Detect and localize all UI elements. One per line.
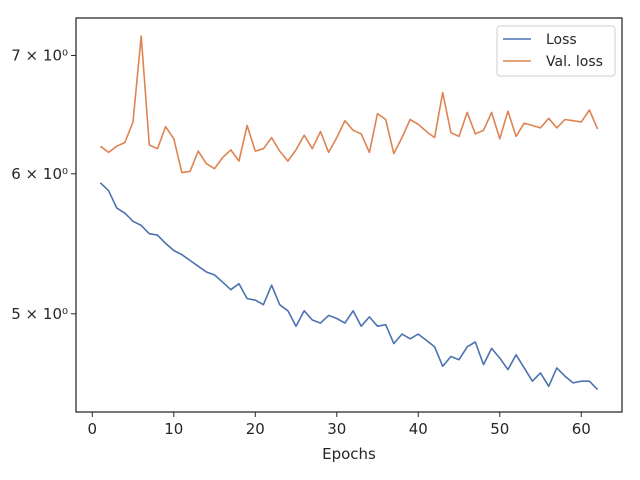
- legend: Loss Val. loss: [496, 25, 616, 77]
- series-line-loss: [99, 182, 599, 391]
- x-tick-label: 60: [572, 420, 591, 438]
- x-axis-label: Epochs: [322, 445, 376, 463]
- plot-area: [99, 35, 599, 391]
- x-tick-label: 20: [246, 420, 265, 438]
- x-tick-label: 0: [88, 420, 98, 438]
- legend-label: Loss: [546, 32, 577, 48]
- x-tick-label: 10: [164, 420, 183, 438]
- x-tick-label: 40: [409, 420, 428, 438]
- legend-label: Val. loss: [546, 54, 603, 70]
- series-line-val-loss: [99, 35, 599, 174]
- y-axis: 5 × 10⁰ 6 × 10⁰ 7 × 10⁰: [11, 46, 76, 323]
- y-tick-label: 7 × 10⁰: [11, 46, 68, 64]
- y-tick-label: 5 × 10⁰: [11, 305, 68, 323]
- y-tick-label: 6 × 10⁰: [11, 165, 68, 183]
- x-tick-label: 50: [490, 420, 509, 438]
- plot-frame: [75, 17, 623, 413]
- x-axis: 0 10 20 30 40 50 60: [88, 412, 591, 438]
- x-tick-label: 30: [327, 420, 346, 438]
